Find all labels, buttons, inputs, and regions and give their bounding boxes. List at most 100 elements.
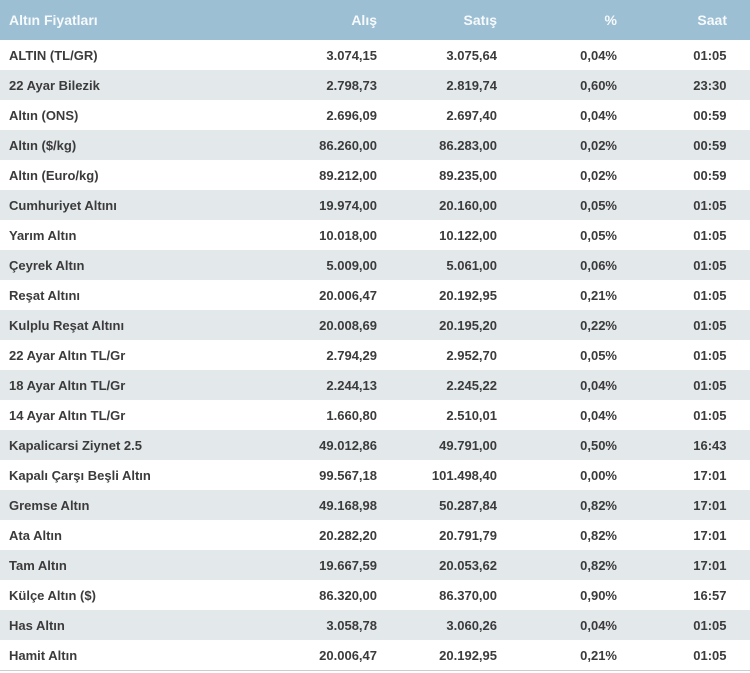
sell-price-cell: 10.122,00 <box>377 220 497 250</box>
table-row: Altın (ONS) 2.696,09 2.697,40 0,04% 00:5… <box>0 100 750 130</box>
instrument-name-cell: Reşat Altını <box>0 280 250 310</box>
table-row: Çeyrek Altın 5.009,00 5.061,00 0,06% 01:… <box>0 250 750 280</box>
time-cell: 01:05 <box>617 310 750 340</box>
buy-price-cell: 2.244,13 <box>250 370 377 400</box>
table-row: Hamit Altın 20.006,47 20.192,95 0,21% 01… <box>0 640 750 671</box>
instrument-name-cell: Kapalı Çarşı Beşli Altın <box>0 460 250 490</box>
instrument-name-cell: 22 Ayar Bilezik <box>0 70 250 100</box>
sell-price-cell: 20.192,95 <box>377 640 497 671</box>
header-row: Altın Fiyatları Alış Satış % Saat <box>0 0 750 40</box>
column-header-instrument: Altın Fiyatları <box>0 0 250 40</box>
sell-price-cell: 3.060,26 <box>377 610 497 640</box>
buy-price-cell: 20.006,47 <box>250 640 377 671</box>
change-percent-cell: 0,05% <box>497 340 617 370</box>
table-row: ALTIN (TL/GR) 3.074,15 3.075,64 0,04% 01… <box>0 40 750 70</box>
sell-price-cell: 86.370,00 <box>377 580 497 610</box>
time-cell: 01:05 <box>617 280 750 310</box>
time-cell: 01:05 <box>617 340 750 370</box>
time-cell: 17:01 <box>617 550 750 580</box>
column-header-sell: Satış <box>377 0 497 40</box>
change-percent-cell: 0,02% <box>497 130 617 160</box>
change-percent-cell: 0,00% <box>497 460 617 490</box>
instrument-name-cell: Ata Altın <box>0 520 250 550</box>
instrument-name-cell: Kapalicarsi Ziynet 2.5 <box>0 430 250 460</box>
instrument-name-cell: Tam Altın <box>0 550 250 580</box>
buy-price-cell: 19.974,00 <box>250 190 377 220</box>
sell-price-cell: 50.287,84 <box>377 490 497 520</box>
change-percent-cell: 0,82% <box>497 550 617 580</box>
buy-price-cell: 86.320,00 <box>250 580 377 610</box>
time-cell: 17:01 <box>617 460 750 490</box>
column-header-percent: % <box>497 0 617 40</box>
table-row: Ata Altın 20.282,20 20.791,79 0,82% 17:0… <box>0 520 750 550</box>
sell-price-cell: 2.245,22 <box>377 370 497 400</box>
instrument-name-cell: Altın (ONS) <box>0 100 250 130</box>
change-percent-cell: 0,21% <box>497 640 617 671</box>
table-row: Altın (Euro/kg) 89.212,00 89.235,00 0,02… <box>0 160 750 190</box>
change-percent-cell: 0,06% <box>497 250 617 280</box>
change-percent-cell: 0,04% <box>497 370 617 400</box>
sell-price-cell: 2.819,74 <box>377 70 497 100</box>
buy-price-cell: 20.008,69 <box>250 310 377 340</box>
table-row: Reşat Altını 20.006,47 20.192,95 0,21% 0… <box>0 280 750 310</box>
gold-prices-table-body: ALTIN (TL/GR) 3.074,15 3.075,64 0,04% 01… <box>0 40 750 671</box>
column-header-buy: Alış <box>250 0 377 40</box>
sell-price-cell: 20.192,95 <box>377 280 497 310</box>
buy-price-cell: 2.798,73 <box>250 70 377 100</box>
table-row: Has Altın 3.058,78 3.060,26 0,04% 01:05 <box>0 610 750 640</box>
change-percent-cell: 0,04% <box>497 100 617 130</box>
time-cell: 01:05 <box>617 220 750 250</box>
buy-price-cell: 89.212,00 <box>250 160 377 190</box>
sell-price-cell: 20.195,20 <box>377 310 497 340</box>
buy-price-cell: 49.168,98 <box>250 490 377 520</box>
time-cell: 00:59 <box>617 100 750 130</box>
buy-price-cell: 86.260,00 <box>250 130 377 160</box>
instrument-name-cell: Yarım Altın <box>0 220 250 250</box>
instrument-name-cell: 22 Ayar Altın TL/Gr <box>0 340 250 370</box>
time-cell: 01:05 <box>617 250 750 280</box>
change-percent-cell: 0,82% <box>497 520 617 550</box>
buy-price-cell: 5.009,00 <box>250 250 377 280</box>
instrument-name-cell: 18 Ayar Altın TL/Gr <box>0 370 250 400</box>
table-row: 14 Ayar Altın TL/Gr 1.660,80 2.510,01 0,… <box>0 400 750 430</box>
buy-price-cell: 20.282,20 <box>250 520 377 550</box>
time-cell: 23:30 <box>617 70 750 100</box>
sell-price-cell: 3.075,64 <box>377 40 497 70</box>
change-percent-cell: 0,90% <box>497 580 617 610</box>
buy-price-cell: 19.667,59 <box>250 550 377 580</box>
sell-price-cell: 20.053,62 <box>377 550 497 580</box>
instrument-name-cell: Has Altın <box>0 610 250 640</box>
buy-price-cell: 3.074,15 <box>250 40 377 70</box>
instrument-name-cell: Çeyrek Altın <box>0 250 250 280</box>
table-row: Cumhuriyet Altını 19.974,00 20.160,00 0,… <box>0 190 750 220</box>
time-cell: 00:59 <box>617 160 750 190</box>
change-percent-cell: 0,04% <box>497 400 617 430</box>
instrument-name-cell: Altın (Euro/kg) <box>0 160 250 190</box>
instrument-name-cell: Külçe Altın ($) <box>0 580 250 610</box>
sell-price-cell: 86.283,00 <box>377 130 497 160</box>
buy-price-cell: 10.018,00 <box>250 220 377 250</box>
sell-price-cell: 2.510,01 <box>377 400 497 430</box>
sell-price-cell: 20.791,79 <box>377 520 497 550</box>
sell-price-cell: 89.235,00 <box>377 160 497 190</box>
change-percent-cell: 0,05% <box>497 190 617 220</box>
buy-price-cell: 2.794,29 <box>250 340 377 370</box>
time-cell: 17:01 <box>617 490 750 520</box>
sell-price-cell: 101.498,40 <box>377 460 497 490</box>
change-percent-cell: 0,05% <box>497 220 617 250</box>
time-cell: 01:05 <box>617 400 750 430</box>
sell-price-cell: 2.697,40 <box>377 100 497 130</box>
instrument-name-cell: 14 Ayar Altın TL/Gr <box>0 400 250 430</box>
table-header: Altın Fiyatları Alış Satış % Saat <box>0 0 750 40</box>
instrument-name-cell: Cumhuriyet Altını <box>0 190 250 220</box>
sell-price-cell: 20.160,00 <box>377 190 497 220</box>
table-row: Kapalı Çarşı Beşli Altın 99.567,18 101.4… <box>0 460 750 490</box>
sell-price-cell: 49.791,00 <box>377 430 497 460</box>
change-percent-cell: 0,60% <box>497 70 617 100</box>
table-row: Yarım Altın 10.018,00 10.122,00 0,05% 01… <box>0 220 750 250</box>
instrument-name-cell: Kulplu Reşat Altını <box>0 310 250 340</box>
change-percent-cell: 0,04% <box>497 610 617 640</box>
change-percent-cell: 0,22% <box>497 310 617 340</box>
